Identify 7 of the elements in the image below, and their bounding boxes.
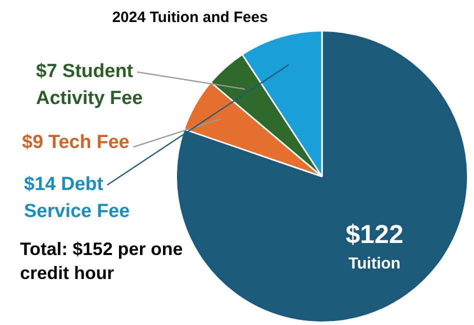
text: Total: $152 per one credit hour xyxy=(20,238,183,283)
slice-label: $7 Student Activity Fee xyxy=(36,61,143,110)
chart-title: 2024 Tuition and Fees xyxy=(112,9,268,26)
slice-label: $9 Tech Fee xyxy=(22,132,130,154)
data-label: $122 xyxy=(346,219,404,250)
slice-label: $14 Debt Service Fee xyxy=(24,174,130,222)
slice-label: Tuition xyxy=(348,255,401,272)
